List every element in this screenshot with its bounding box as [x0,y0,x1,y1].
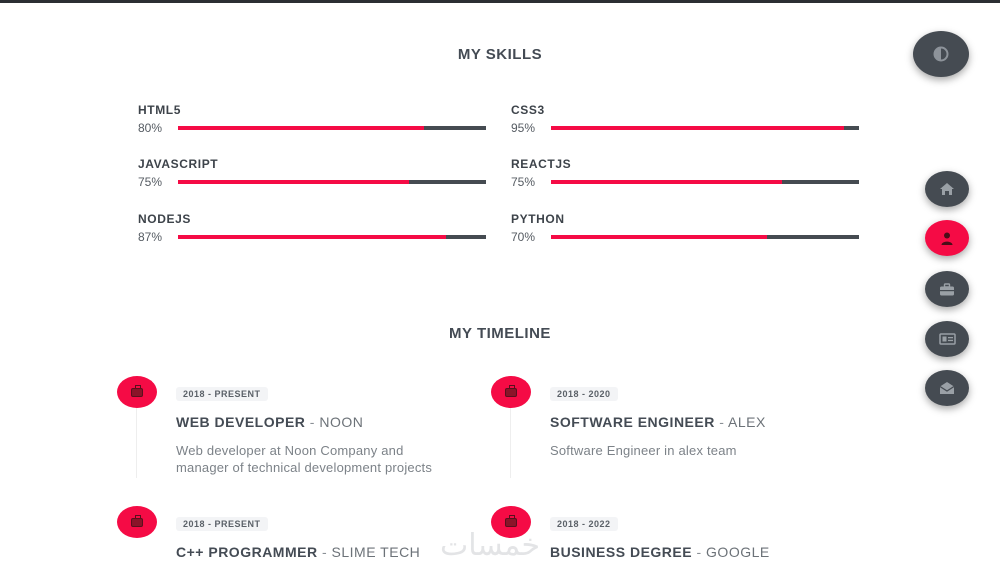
skill-percent: 75% [138,175,163,189]
skill-javascript: JAVASCRIPT 75% [138,157,486,189]
skill-percent: 75% [511,175,536,189]
skill-progress-bar [178,180,486,184]
timeline-role: C++ PROGRAMMER [176,544,318,560]
nav-messages-button[interactable] [925,370,969,406]
timeline-company: SLIME TECH [331,544,421,560]
timeline-item: 2018 - PRESENT WEB DEVELOPER - NOON Web … [117,376,496,478]
skill-name: NODEJS [138,212,191,226]
skill-percent: 95% [511,121,536,135]
envelope-icon [939,382,955,394]
timeline-heading: WEB DEVELOPER - NOON [176,414,496,430]
timeline-date: 2018 - PRESENT [176,517,268,531]
timeline-company: NOON [319,414,364,430]
timeline-heading: BUSINESS DEGREE - GOOGLE [550,544,870,560]
skill-nodejs: NODEJS 87% [138,212,486,244]
skill-progress-bar [551,180,859,184]
nav-contact-card-button[interactable] [925,321,969,357]
skill-percent: 87% [138,230,163,244]
skill-progress-bar [551,235,859,239]
timeline-role: WEB DEVELOPER [176,414,306,430]
briefcase-icon [940,282,954,295]
timeline-item: 2018 - PRESENT C++ PROGRAMMER - SLIME TE… [117,506,496,560]
skill-html5: HTML5 80% [138,103,486,135]
skills-section-title: MY SKILLS [457,46,543,63]
skill-name: CSS3 [511,103,545,117]
skill-percent: 80% [138,121,163,135]
home-icon [940,183,954,195]
nav-about-button[interactable] [925,220,969,256]
timeline-separator: - [692,544,707,560]
timeline-role: SOFTWARE ENGINEER [550,414,715,430]
skill-progress-fill [178,126,425,130]
timeline-section-title: MY TIMELINE [449,325,551,342]
user-icon [941,232,953,245]
skill-progress-fill [551,180,782,184]
skill-progress-fill [551,126,844,130]
timeline-date: 2018 - 2020 [550,387,618,401]
contrast-icon [933,46,949,62]
timeline-item: 2018 - 2022 BUSINESS DEGREE - GOOGLE [491,506,870,560]
skill-progress-bar [551,126,859,130]
briefcase-icon [491,376,531,408]
skill-progress-fill [178,180,409,184]
timeline-company: GOOGLE [706,544,770,560]
top-border [0,0,1000,3]
watermark-logo: خمسات [440,528,541,563]
timeline-heading: SOFTWARE ENGINEER - ALEX [550,414,870,430]
timeline-separator: - [317,544,332,560]
timeline-line [510,408,511,478]
id-card-icon [938,333,956,345]
theme-toggle-button[interactable] [913,31,969,77]
briefcase-icon [117,376,157,408]
briefcase-icon [117,506,157,538]
timeline-date: 2018 - PRESENT [176,387,268,401]
briefcase-icon [491,506,531,538]
skill-name: REACTJS [511,157,572,171]
skill-progress-bar [178,126,486,130]
skill-python: PYTHON 70% [511,212,859,244]
timeline-separator: - [305,414,320,430]
timeline-line [136,408,137,478]
timeline-item: 2018 - 2020 SOFTWARE ENGINEER - ALEX Sof… [491,376,870,478]
skill-progress-fill [178,235,446,239]
skill-css3: CSS3 95% [511,103,859,135]
nav-home-button[interactable] [925,171,969,207]
skill-name: PYTHON [511,212,565,226]
timeline-separator: - [714,414,729,430]
skill-percent: 70% [511,230,536,244]
timeline-company: ALEX [728,414,766,430]
skill-name: HTML5 [138,103,181,117]
skill-progress-fill [551,235,767,239]
timeline-date: 2018 - 2022 [550,517,618,531]
skill-progress-bar [178,235,486,239]
skill-name: JAVASCRIPT [138,157,219,171]
timeline-description: Software Engineer in alex team [550,443,737,458]
nav-portfolio-button[interactable] [925,271,969,307]
timeline-heading: C++ PROGRAMMER - SLIME TECH [176,544,496,560]
skill-reactjs: REACTJS 75% [511,157,859,189]
timeline-role: BUSINESS DEGREE [550,544,693,560]
timeline-description: Web developer at Noon Company and manage… [176,443,433,475]
